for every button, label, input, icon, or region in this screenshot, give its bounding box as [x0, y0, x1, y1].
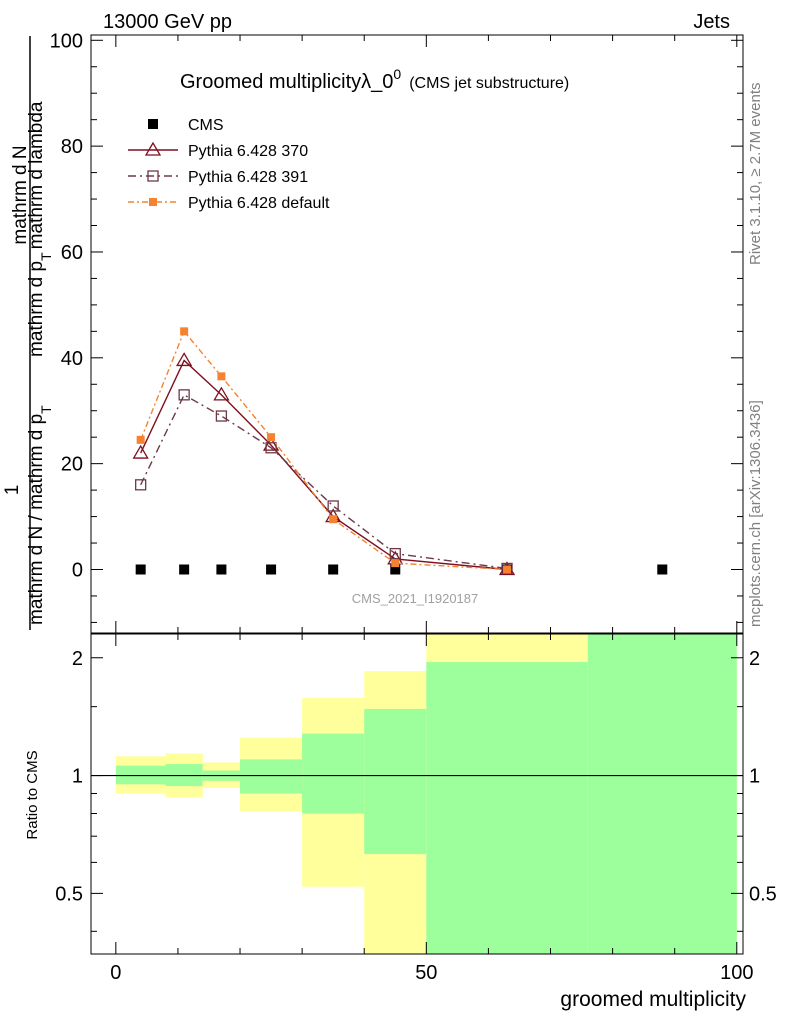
data-point-p391 — [215, 410, 228, 422]
ratio-band-inner — [426, 662, 588, 954]
legend-marker-p391 — [147, 170, 159, 182]
data-point-pdef — [267, 433, 276, 442]
data-point-p391 — [178, 389, 190, 401]
legend-label-pdef: Pythia 6.428 default — [188, 195, 330, 212]
analysis-watermark: CMS_2021_I1920187 — [352, 591, 479, 606]
ratio-y-tick-label-right: 0.5 — [749, 883, 777, 905]
x-tick-label: 50 — [415, 962, 437, 984]
data-point-pdef — [391, 559, 400, 568]
legend-label-p370: Pythia 6.428 370 — [188, 143, 308, 160]
data-point-cms — [266, 564, 277, 575]
data-point-p391 — [327, 500, 339, 512]
svg-text:mathrm d N / mathrm d pT: mathrm d N / mathrm d pT — [26, 405, 54, 625]
rivet-version-label: Rivet 3.1.10, ≥ 2.7M events — [747, 83, 764, 266]
series-pdef — [136, 327, 512, 574]
main-y-tick-label: 40 — [61, 348, 83, 370]
main-plot-panel: 0 20 40 60 80 100 CMS_2021_I1920187 Groomed m… — [2, 30, 744, 634]
plot-title: Groomed multiplicityλ_00 (CMS jet substru… — [180, 66, 569, 93]
data-point-pdef — [329, 515, 338, 524]
plot-title-superscript: 0 — [393, 66, 401, 82]
data-point-p370 — [176, 352, 193, 367]
data-point-cms — [657, 564, 668, 575]
legend-label-cms: CMS — [188, 117, 224, 134]
data-point-pdef — [217, 372, 226, 381]
ylabel-denominator-part2: mathrm d p — [26, 261, 47, 357]
data-point-p391 — [389, 547, 401, 560]
main-y-axis-label: 1 mathrm d N / mathrm d pT mathrm d N ma… — [2, 36, 54, 630]
main-y-tick-label: 0 — [72, 559, 83, 581]
ylabel-denominator-part1: mathrm d N / mathrm d p — [26, 414, 47, 625]
ratio-band-inner — [587, 634, 737, 954]
series-p370 — [132, 352, 516, 576]
legend-label-p391: Pythia 6.428 391 — [188, 169, 308, 186]
ratio-plot-panel: 0.5 0.5 1 1 2 2 0 50 100 Ratio to CMS groomed mu… — [24, 633, 777, 1011]
ratio-band-inner — [240, 759, 303, 794]
ratio-plot-frame — [90, 633, 744, 955]
legend-marker-cms — [148, 119, 158, 129]
ratio-band-inner — [364, 708, 427, 855]
series-cms — [135, 564, 668, 575]
x-tick-label: 0 — [110, 962, 121, 984]
data-point-pdef — [503, 565, 512, 574]
data-point-p370 — [213, 386, 230, 401]
data-point-p391 — [265, 442, 277, 454]
legend-marker-p370 — [144, 141, 162, 156]
main-y-tick-label: 80 — [61, 136, 83, 158]
data-point-pdef — [136, 435, 145, 444]
ratio-y-tick-label: 0.5 — [55, 883, 83, 905]
data-point-cms — [135, 564, 146, 575]
plot-subtitle: (CMS jet substructure) — [409, 75, 569, 92]
ratio-y-tick-label: 1 — [72, 766, 83, 788]
ylabel-denominator-part3: mathrm d lambda — [26, 101, 47, 249]
ylabel-numerator-2: mathrm d N — [10, 145, 31, 244]
data-point-cms — [216, 564, 227, 575]
data-point-cms — [179, 564, 190, 575]
mcplots-label: mcplots.cern.ch [arXiv:1306.3436] — [747, 400, 764, 627]
series-p391 — [135, 389, 513, 575]
ratio-y-tick-label-right: 1 — [749, 766, 760, 788]
svg-text:Groomed multiplicityλ_00(CMS j: Groomed multiplicityλ_00 (CMS jet substru… — [180, 66, 569, 93]
series-line-pdef — [140, 330, 508, 571]
main-y-tick-label: 100 — [50, 30, 83, 52]
data-point-cms — [328, 564, 339, 575]
legend-marker-pdef — [149, 198, 157, 206]
header-energy-label: 13000 GeV pp — [103, 11, 232, 33]
header-process-label: Jets — [693, 11, 730, 33]
data-point-cms — [390, 564, 401, 575]
data-point-pdef — [180, 327, 189, 336]
data-point-p370 — [132, 444, 149, 459]
main-y-tick-label: 20 — [61, 454, 83, 476]
ylabel-numerator-1: 1 — [2, 485, 23, 496]
data-point-p391 — [135, 479, 147, 491]
main-y-tick-label: 60 — [61, 242, 83, 264]
legend: CMS Pythia 6.428 370 Pythia 6.428 391 Pythi… — [128, 117, 330, 212]
ratio-y-tick-label-right: 2 — [749, 648, 760, 670]
ratio-band-inner — [302, 733, 365, 814]
series-line-p370 — [140, 359, 508, 571]
svg-text:mathrm d pTmathrm d lambda: mathrm d pTmathrm d lambda — [26, 101, 54, 357]
data-point-p370 — [262, 436, 280, 451]
ylabel-denominator-sub2: T — [38, 252, 54, 261]
x-tick-label: 100 — [720, 962, 753, 984]
series-line-p391 — [140, 393, 508, 570]
ratio-y-tick-label: 2 — [72, 648, 83, 670]
x-axis-label: groomed multiplicity — [560, 988, 746, 1011]
main-plot-frame — [90, 34, 744, 634]
ratio-y-axis-label: Ratio to CMS — [24, 750, 41, 839]
ylabel-denominator-sub1: T — [38, 405, 54, 414]
plot-title-text: Groomed multiplicityλ_0 — [180, 71, 393, 93]
